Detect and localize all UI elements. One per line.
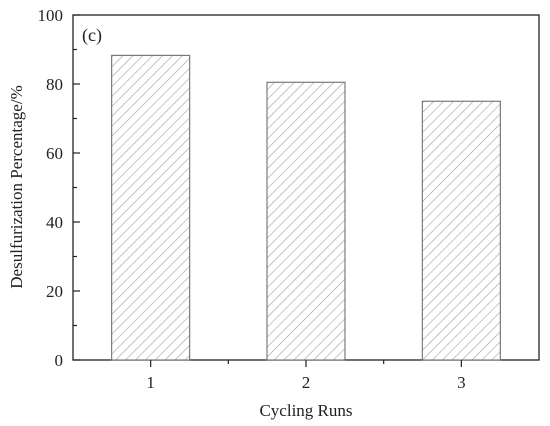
panel-label: (c) — [82, 25, 102, 46]
x-tick-label: 2 — [302, 373, 311, 392]
y-tick-label: 80 — [46, 75, 63, 94]
bar-run-2 — [266, 81, 346, 361]
y-axis-label: Desulfurization Percentage/% — [7, 85, 26, 288]
bars-layer — [111, 54, 501, 361]
y-tick-label: 60 — [46, 144, 63, 163]
x-axis-label: Cycling Runs — [259, 401, 352, 420]
y-tick-label: 100 — [38, 6, 64, 25]
x-tick-label: 1 — [146, 373, 155, 392]
y-tick-label: 20 — [46, 282, 63, 301]
y-tick-label: 0 — [55, 351, 64, 370]
axis-layer: 0 20 40 60 80 100 1 2 3 — [38, 6, 466, 392]
bar-run-1 — [111, 54, 191, 361]
x-tick-label: 3 — [457, 373, 466, 392]
bar-run-3 — [421, 100, 501, 361]
y-tick-label: 40 — [46, 213, 63, 232]
